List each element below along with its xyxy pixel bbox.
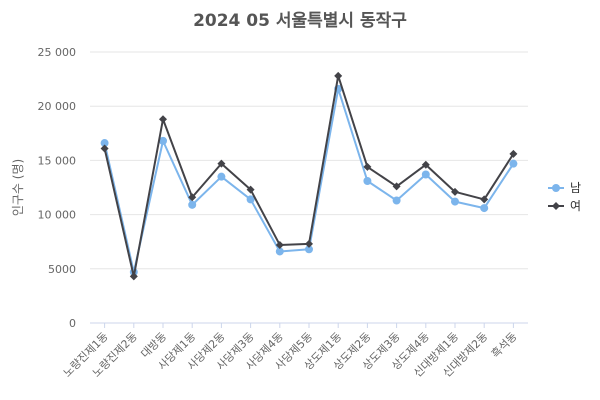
data-point (363, 162, 372, 171)
y-tick-label: 20 000 (38, 100, 77, 113)
data-point (480, 204, 489, 213)
legend[interactable]: 남여 (548, 181, 581, 213)
series-0 (100, 84, 518, 277)
data-point (363, 176, 372, 185)
data-point (100, 139, 109, 148)
grid-lines (90, 51, 528, 324)
data-point (159, 136, 167, 145)
data-point (334, 71, 343, 80)
x-tick-label: 흑석동 (488, 329, 519, 360)
data-point (421, 170, 430, 179)
data-point (159, 115, 167, 124)
data-point (188, 193, 197, 202)
legend-item[interactable]: 남 (548, 181, 581, 195)
y-tick-label: 25 000 (38, 46, 77, 59)
data-point (129, 272, 138, 281)
chart-title: 2024 05 서울특별시 동작구 (193, 11, 407, 31)
y-tick-label: 15 000 (38, 154, 77, 167)
y-tick-label: 5000 (48, 263, 76, 276)
data-point (275, 240, 284, 249)
legend-marker (552, 184, 560, 192)
data-point (392, 196, 401, 205)
data-point (421, 160, 430, 169)
data-point (480, 195, 489, 204)
data-point (217, 172, 226, 181)
data-point (305, 239, 313, 248)
data-point (217, 159, 226, 168)
data-point (451, 197, 459, 206)
legend-label: 남 (570, 181, 581, 195)
legend-marker (552, 202, 560, 210)
data-point (246, 185, 255, 194)
data-point (451, 187, 459, 196)
series-layer (100, 71, 518, 281)
data-point (305, 245, 313, 254)
data-point (392, 182, 401, 191)
data-point (246, 195, 255, 204)
y-tick-label: 10 000 (38, 209, 77, 222)
data-point (275, 247, 284, 256)
data-point (100, 144, 109, 153)
series-1 (100, 71, 518, 281)
y-tick-label: 0 (69, 317, 76, 330)
data-point (509, 159, 518, 168)
data-point (188, 200, 197, 209)
data-point (509, 149, 518, 158)
y-axis-title: 인구수 (명) (11, 159, 25, 216)
legend-label: 여 (570, 199, 581, 213)
legend-item[interactable]: 여 (548, 199, 581, 213)
